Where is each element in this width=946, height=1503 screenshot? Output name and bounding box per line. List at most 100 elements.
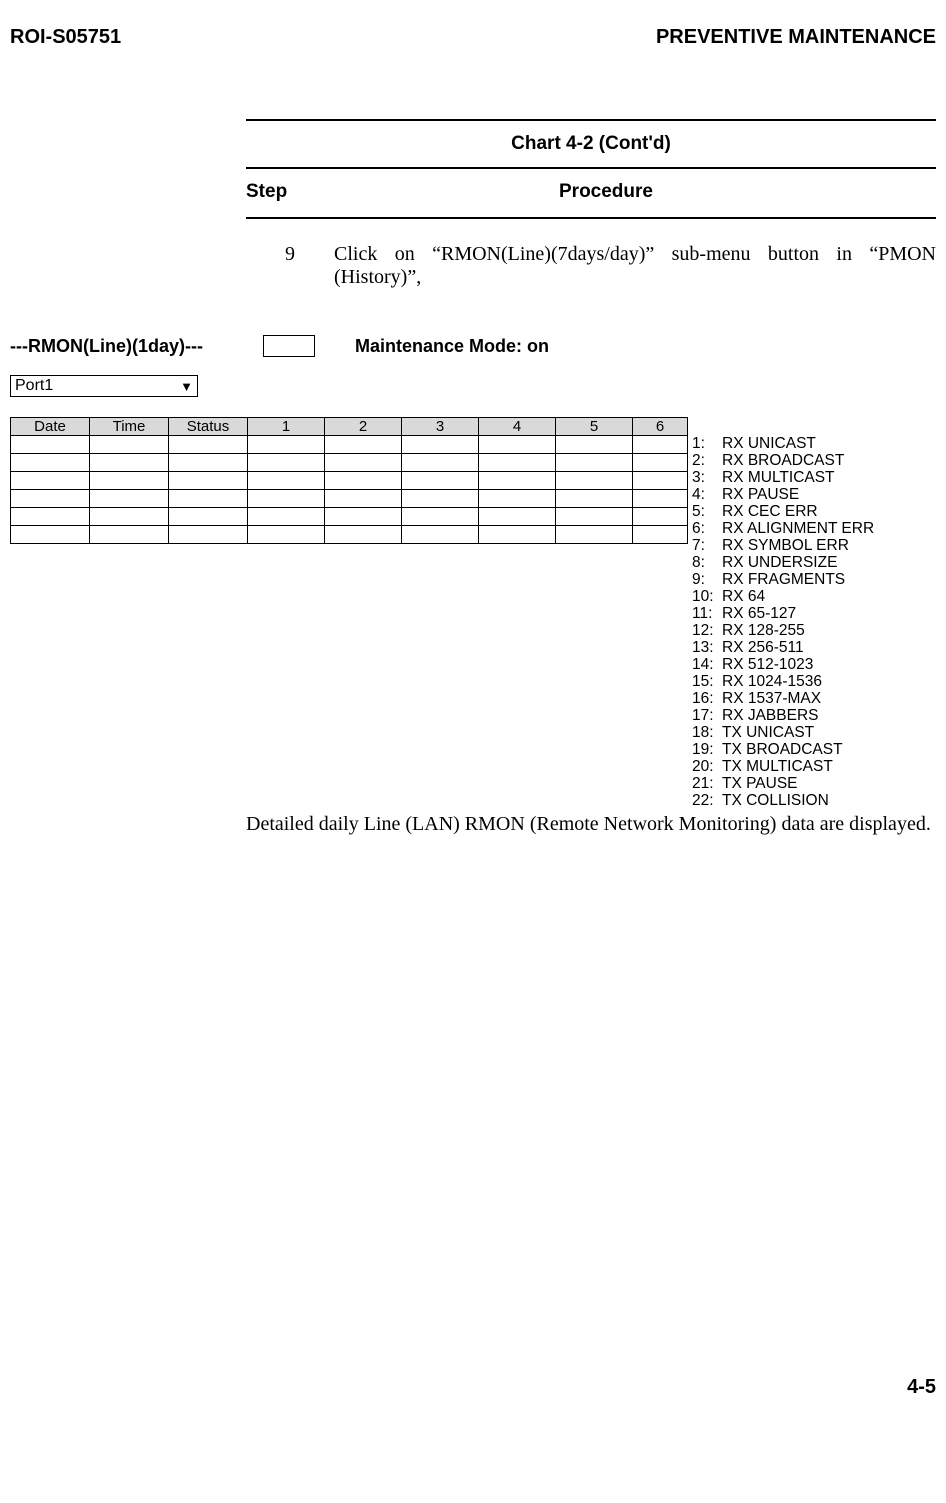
table-cell	[90, 508, 169, 526]
table-cell	[169, 454, 248, 472]
table-body	[11, 436, 688, 544]
table-cell	[633, 436, 688, 454]
col-date: Date	[11, 418, 90, 436]
table-cell	[90, 436, 169, 454]
legend: 1:RX UNICAST2:RX BROADCAST3:RX MULTICAST…	[692, 435, 874, 809]
legend-value: RX 64	[722, 588, 765, 605]
table-cell	[248, 508, 325, 526]
legend-value: RX 256-511	[722, 639, 804, 656]
table-cell	[169, 490, 248, 508]
table-row	[11, 436, 688, 454]
table-cell	[479, 490, 556, 508]
table-cell	[633, 508, 688, 526]
legend-value: RX JABBERS	[722, 707, 818, 724]
doc-id: ROI-S05751	[10, 26, 121, 49]
table-cell	[325, 508, 402, 526]
legend-item: 17:RX JABBERS	[692, 707, 874, 724]
step-procedure-header: Step Procedure	[246, 169, 936, 217]
legend-key: 15:	[692, 673, 722, 690]
legend-value: RX CEC ERR	[722, 503, 818, 520]
section-title: PREVENTIVE MAINTENANCE	[656, 26, 936, 49]
legend-item: 9:RX FRAGMENTS	[692, 571, 874, 588]
legend-item: 1:RX UNICAST	[692, 435, 874, 452]
table-cell	[556, 508, 633, 526]
legend-item: 14:RX 512-1023	[692, 656, 874, 673]
table-cell	[248, 436, 325, 454]
table-cell	[325, 454, 402, 472]
legend-value: RX 1537-MAX	[722, 690, 821, 707]
legend-item: 4:RX PAUSE	[692, 486, 874, 503]
table-cell	[11, 508, 90, 526]
table-cell	[11, 526, 90, 544]
table-row	[11, 508, 688, 526]
table-cell	[556, 454, 633, 472]
legend-key: 2:	[692, 452, 722, 469]
table-cell	[169, 472, 248, 490]
table-cell	[556, 490, 633, 508]
table-cell	[633, 472, 688, 490]
legend-value: TX COLLISION	[722, 792, 829, 809]
table-header-row: DateTimeStatus123456	[11, 418, 688, 436]
page-number: 4-5	[10, 1376, 936, 1399]
table-cell	[248, 526, 325, 544]
legend-key: 4:	[692, 486, 722, 503]
table-cell	[402, 436, 479, 454]
col-4: 4	[479, 418, 556, 436]
table-row	[11, 490, 688, 508]
table-cell	[633, 490, 688, 508]
legend-value: RX PAUSE	[722, 486, 799, 503]
maintenance-mode: Maintenance Mode: on	[355, 336, 549, 357]
legend-value: RX BROADCAST	[722, 452, 844, 469]
page-header: ROI-S05751 PREVENTIVE MAINTENANCE	[10, 26, 936, 49]
legend-key: 19:	[692, 741, 722, 758]
legend-key: 11:	[692, 605, 722, 622]
table-cell	[633, 454, 688, 472]
legend-key: 14:	[692, 656, 722, 673]
legend-item: 7:RX SYMBOL ERR	[692, 537, 874, 554]
table-cell	[556, 436, 633, 454]
legend-key: 21:	[692, 775, 722, 792]
legend-value: TX BROADCAST	[722, 741, 843, 758]
table-cell	[325, 526, 402, 544]
col-time: Time	[90, 418, 169, 436]
legend-item: 20:TX MULTICAST	[692, 758, 874, 775]
legend-key: 10:	[692, 588, 722, 605]
legend-value: RX SYMBOL ERR	[722, 537, 849, 554]
legend-value: RX 128-255	[722, 622, 805, 639]
maintenance-checkbox[interactable]	[263, 335, 315, 357]
legend-item: 5:RX CEC ERR	[692, 503, 874, 520]
legend-item: 21:TX PAUSE	[692, 775, 874, 792]
caption: Detailed daily Line (LAN) RMON (Remote N…	[246, 813, 936, 836]
legend-key: 16:	[692, 690, 722, 707]
table-cell	[633, 526, 688, 544]
table-cell	[11, 454, 90, 472]
port-dropdown[interactable]: Port1 ▼	[10, 375, 198, 397]
legend-value: TX UNICAST	[722, 724, 814, 741]
legend-key: 18:	[692, 724, 722, 741]
legend-key: 8:	[692, 554, 722, 571]
col-1: 1	[248, 418, 325, 436]
legend-item: 15:RX 1024-1536	[692, 673, 874, 690]
table-cell	[11, 472, 90, 490]
legend-key: 17:	[692, 707, 722, 724]
table-row	[11, 472, 688, 490]
legend-value: RX FRAGMENTS	[722, 571, 845, 588]
dropdown-value: Port1	[15, 377, 53, 395]
rmon-table: DateTimeStatus123456	[10, 417, 688, 544]
table-cell	[479, 436, 556, 454]
legend-value: RX 512-1023	[722, 656, 813, 673]
step-body: 9 Click on “RMON(Line)(7days/day)” sub-m…	[246, 243, 936, 289]
rmon-title: ---RMON(Line)(1day)---	[10, 336, 203, 357]
legend-key: 5:	[692, 503, 722, 520]
legend-value: TX MULTICAST	[722, 758, 833, 775]
legend-key: 3:	[692, 469, 722, 486]
table-cell	[402, 472, 479, 490]
table-cell	[402, 454, 479, 472]
table-cell	[248, 490, 325, 508]
legend-value: RX UNICAST	[722, 435, 816, 452]
table-cell	[479, 508, 556, 526]
table-cell	[556, 526, 633, 544]
table-cell	[325, 490, 402, 508]
chart-block: Chart 4-2 (Cont'd) Step Procedure 9 Clic…	[246, 119, 936, 289]
table-cell	[90, 526, 169, 544]
